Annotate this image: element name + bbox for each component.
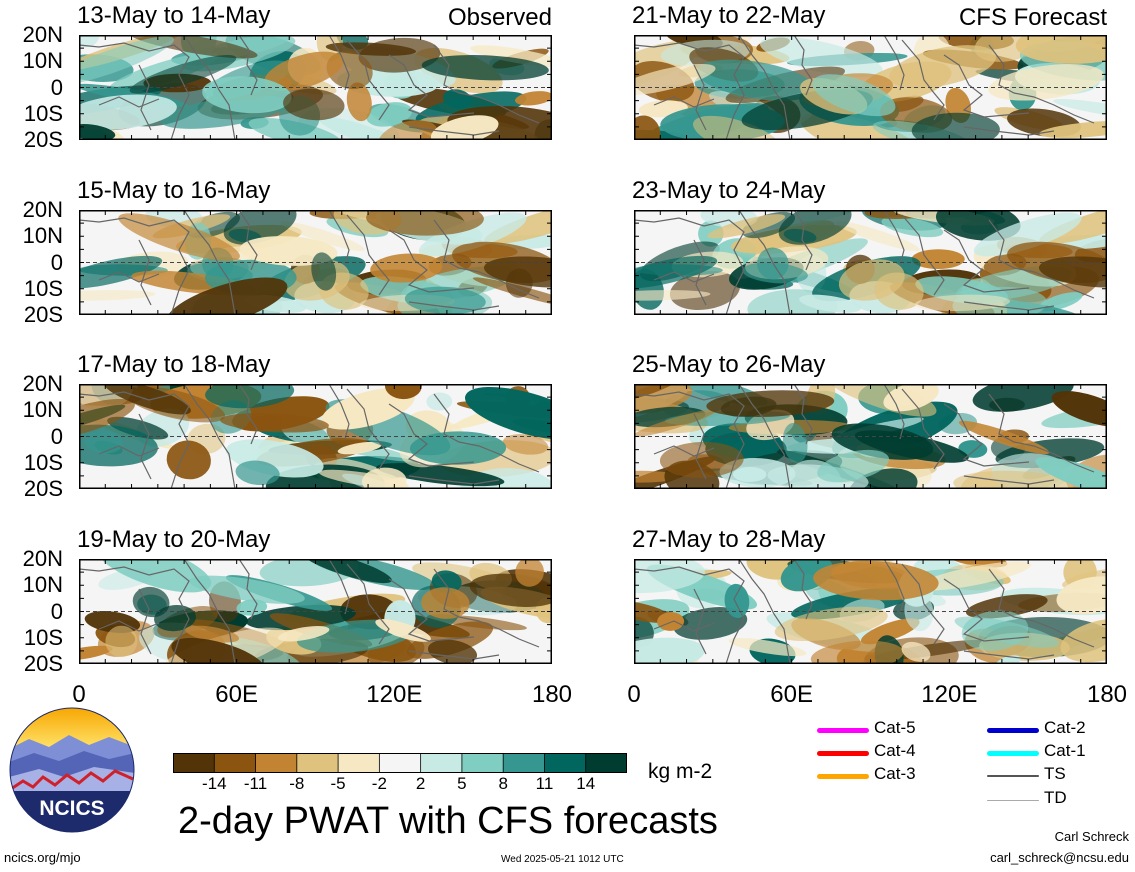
colorbar-swatch	[173, 753, 215, 773]
map-panel	[79, 384, 552, 489]
author-name: Carl Schreck	[1055, 829, 1129, 844]
panel-date-range: 17-May to 18-May	[77, 353, 270, 377]
pwat-anomaly-map	[634, 210, 1107, 315]
main-title: 2-day PWAT with CFS forecasts	[178, 800, 718, 843]
colorbar-unit: kg m-2	[648, 760, 712, 784]
panel-date-range: 13-May to 14-May	[77, 4, 270, 28]
logo-text: NCICS	[39, 797, 104, 820]
pwat-anomaly-map	[634, 559, 1107, 664]
colorbar-swatch	[503, 753, 545, 773]
ncics-logo: NCICS	[9, 707, 135, 833]
legend-label: Cat-5	[874, 718, 916, 738]
colorbar-swatch	[297, 753, 339, 773]
legend-label: Cat-4	[874, 741, 916, 761]
map-panel	[634, 35, 1107, 140]
colorbar-swatch	[214, 753, 256, 773]
map-panel	[634, 210, 1107, 315]
author-email: carl_schreck@ncsu.edu	[990, 850, 1129, 865]
timestamp: Wed 2025-05-21 1012 UTC	[501, 854, 624, 865]
latitude-label: 10N	[0, 50, 63, 72]
longitude-label: 180	[522, 683, 582, 707]
panel-date-range: 23-May to 24-May	[632, 179, 825, 203]
longitude-label: 0	[604, 683, 664, 707]
colorbar-tick-label: -5	[318, 774, 358, 794]
latitude-label: 10S	[0, 278, 63, 300]
panel-date-range: 21-May to 22-May	[632, 4, 825, 28]
colorbar-swatch	[462, 753, 504, 773]
latitude-label: 20S	[0, 478, 63, 500]
colorbar-tick-label: -8	[277, 774, 317, 794]
latitude-label: 20S	[0, 653, 63, 675]
latitude-label: 20N	[0, 373, 63, 395]
pwat-anomaly-map	[79, 384, 552, 489]
pwat-anomaly-map	[79, 559, 552, 664]
latitude-label: 20N	[0, 199, 63, 221]
panel-source-tag: CFS Forecast	[959, 6, 1107, 30]
panel-date-range: 27-May to 28-May	[632, 528, 825, 552]
latitude-label: 10N	[0, 225, 63, 247]
longitude-label: 60E	[762, 683, 822, 707]
latitude-label: 10N	[0, 574, 63, 596]
legend-line-swatch	[817, 774, 869, 779]
colorbar-swatch	[256, 753, 298, 773]
legend-line-swatch	[987, 800, 1039, 801]
colorbar-swatch	[338, 753, 380, 773]
map-panel	[79, 35, 552, 140]
colorbar-swatch	[544, 753, 586, 773]
legend-label: Cat-1	[1044, 741, 1086, 761]
panel-source-tag: Observed	[448, 6, 552, 30]
latitude-label: 0	[0, 426, 63, 448]
legend-label: Cat-2	[1044, 718, 1086, 738]
colorbar-tick-label: 2	[401, 774, 441, 794]
map-panel	[634, 384, 1107, 489]
colorbar	[173, 753, 627, 773]
colorbar-swatch	[379, 753, 421, 773]
legend-line-swatch	[817, 751, 869, 756]
legend-line-swatch	[817, 728, 869, 733]
latitude-label: 10S	[0, 452, 63, 474]
colorbar-tick-label: -2	[359, 774, 399, 794]
latitude-label: 20S	[0, 129, 63, 151]
latitude-label: 20N	[0, 548, 63, 570]
legend-line-swatch	[987, 751, 1039, 756]
map-panel	[79, 210, 552, 315]
panel-date-range: 25-May to 26-May	[632, 353, 825, 377]
panel-date-range: 19-May to 20-May	[77, 528, 270, 552]
colorbar-swatch	[586, 753, 627, 773]
legend-line-swatch	[987, 728, 1039, 733]
colorbar-tick-label: 8	[483, 774, 523, 794]
panel-date-range: 15-May to 16-May	[77, 179, 270, 203]
longitude-label: 120E	[364, 683, 424, 707]
latitude-label: 0	[0, 601, 63, 623]
colorbar-tick-label: 5	[442, 774, 482, 794]
colorbar-swatch	[421, 753, 463, 773]
map-panel	[634, 559, 1107, 664]
colorbar-tick-label: 14	[566, 774, 606, 794]
latitude-label: 20N	[0, 24, 63, 46]
latitude-label: 10S	[0, 103, 63, 125]
colorbar-tick-label: 11	[524, 774, 564, 794]
pwat-anomaly-map	[79, 210, 552, 315]
legend-label: TS	[1044, 764, 1066, 784]
colorbar-tick-label: -11	[236, 774, 276, 794]
legend-label: TD	[1044, 788, 1067, 808]
latitude-label: 0	[0, 252, 63, 274]
pwat-anomaly-map	[79, 35, 552, 140]
website-link[interactable]: ncics.org/mjo	[4, 850, 81, 865]
longitude-label: 180	[1077, 683, 1135, 707]
latitude-label: 10S	[0, 627, 63, 649]
latitude-label: 0	[0, 77, 63, 99]
pwat-anomaly-map	[634, 384, 1107, 489]
longitude-label: 120E	[919, 683, 979, 707]
longitude-label: 60E	[207, 683, 267, 707]
longitude-label: 0	[49, 683, 109, 707]
latitude-label: 10N	[0, 399, 63, 421]
latitude-label: 20S	[0, 304, 63, 326]
legend-label: Cat-3	[874, 764, 916, 784]
pwat-anomaly-map	[634, 35, 1107, 140]
colorbar-tick-label: -14	[194, 774, 234, 794]
legend-line-swatch	[987, 775, 1039, 777]
map-panel	[79, 559, 552, 664]
